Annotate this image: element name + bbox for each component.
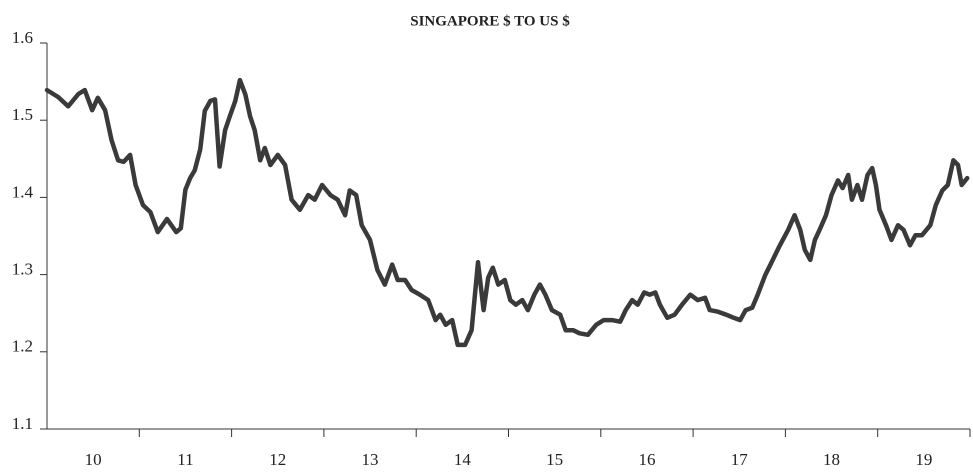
y-tick-label: 1.2 xyxy=(12,337,33,356)
x-tick-label: 11 xyxy=(177,450,193,469)
y-tick-label: 1.5 xyxy=(12,105,33,124)
x-tick-label: 15 xyxy=(546,450,563,469)
x-tick-label: 12 xyxy=(269,450,286,469)
y-tick-label: 1.1 xyxy=(12,414,33,433)
line-series xyxy=(44,77,970,348)
x-tick-label: 17 xyxy=(731,450,749,469)
x-tick-label: 14 xyxy=(454,450,472,469)
x-tick-label: 10 xyxy=(85,450,102,469)
x-tick-label: 19 xyxy=(915,450,932,469)
y-tick-label: 1.3 xyxy=(12,260,33,279)
y-tick-label: 1.6 xyxy=(12,28,33,47)
x-tick-label: 13 xyxy=(362,450,379,469)
x-tick-label: 16 xyxy=(638,450,655,469)
chart-title: SINGAPORE $ TO US $ xyxy=(410,13,570,29)
x-tick-label: 18 xyxy=(823,450,840,469)
y-tick-label: 1.4 xyxy=(12,182,34,201)
